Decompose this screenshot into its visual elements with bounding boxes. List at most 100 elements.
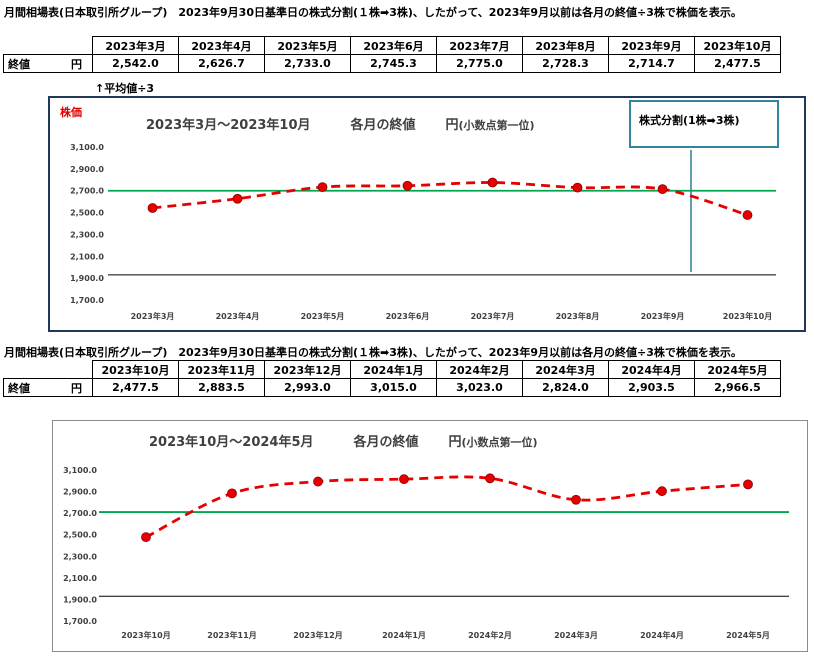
month-header-cell: 2023年7月 <box>436 36 523 55</box>
x-tick-label: 2023年8月 <box>556 311 600 321</box>
data-point <box>485 473 495 484</box>
x-tick-label: 2023年12月 <box>293 630 342 640</box>
table-header-row: 2023年10月 2023年11月 2023年12月 2024年1月 2024年2月 20… <box>4 360 781 379</box>
chart-2-svg: 2023年10月～2024年5月 各月の終値 円(小数点第一位) 3,100.0 2,9… <box>63 434 789 640</box>
y-tick-label: 2,700.0 <box>70 187 104 196</box>
y-tick-label: 2,900.0 <box>70 165 104 174</box>
close-value-cell: 2,966.5 <box>694 378 781 397</box>
x-tick-label: 2024年1月 <box>382 630 426 640</box>
data-point <box>742 210 753 220</box>
y-tick-label: 2,500.0 <box>70 209 104 218</box>
chart-title: 2023年10月～2024年5月 各月の終値 円(小数点第一位) <box>149 434 538 450</box>
close-value-cell: 2,714.7 <box>608 54 695 73</box>
month-header-cell: 2024年1月 <box>350 360 437 379</box>
data-point <box>147 203 158 213</box>
close-value-cell: 2,477.5 <box>694 54 781 73</box>
series-line <box>152 181 748 217</box>
close-value-cell: 2,542.0 <box>92 54 179 73</box>
month-header-cell: 2023年10月 <box>694 36 781 55</box>
stock-split-callout: 株式分割(1株➡3株) <box>629 100 779 148</box>
close-value-cell: 2,728.3 <box>522 54 609 73</box>
data-point <box>657 486 667 497</box>
row-label: 終値 <box>8 57 30 71</box>
close-value-cell: 2,745.3 <box>350 54 437 73</box>
close-value-cell: 3,015.0 <box>350 378 437 397</box>
close-value-cell: 2,824.0 <box>522 378 609 397</box>
data-point <box>743 479 753 490</box>
y-tick-label: 3,100.0 <box>70 143 104 152</box>
chart-2-area: 2023年10月～2024年5月 各月の終値 円(小数点第一位) 3,100.0 2,9… <box>52 420 808 652</box>
row-label-cell: 終値 円 <box>3 378 93 397</box>
row-label: 終値 <box>8 381 30 395</box>
x-tick-label: 2023年7月 <box>471 311 515 321</box>
x-tick-label: 2023年5月 <box>301 311 345 321</box>
y-tick-label: 1,900.0 <box>63 595 97 604</box>
month-header-cell: 2024年4月 <box>608 360 695 379</box>
data-point <box>657 184 668 195</box>
y-tick-label: 1,900.0 <box>70 274 104 283</box>
row-label-cell: 終値 円 <box>3 54 93 73</box>
month-header-cell: 2023年6月 <box>350 36 437 55</box>
y-tick-label: 2,100.0 <box>63 574 97 583</box>
y-tick-label: 2,300.0 <box>63 552 97 561</box>
x-tick-label: 2023年10月 <box>121 630 170 640</box>
y-tick-label: 1,700.0 <box>70 296 104 305</box>
data-point <box>487 177 498 188</box>
data-point <box>313 476 323 487</box>
chart-1-svg: 2023年3月～2023年10月 各月の終値 円(小数点第一位) 3,100.0 2,9… <box>70 117 776 321</box>
series-line <box>145 475 749 539</box>
data-point <box>572 182 583 193</box>
x-tick-label: 2024年2月 <box>468 630 512 640</box>
close-value-cell: 2,733.0 <box>264 54 351 73</box>
x-tick-label: 2023年4月 <box>216 311 260 321</box>
chart-title: 2023年3月～2023年10月 各月の終値 円(小数点第一位) <box>146 117 535 133</box>
table-row: 終値 円 2,542.0 2,626.7 2,733.0 2,745.3 2,775.0… <box>3 54 781 73</box>
y-tick-label: 2,300.0 <box>70 230 104 239</box>
close-value-cell: 2,903.5 <box>608 378 695 397</box>
y-tick-label: 2,100.0 <box>70 252 104 261</box>
data-point <box>141 532 151 543</box>
x-tick-label: 2024年5月 <box>726 630 770 640</box>
month-header-cell: 2023年11月 <box>178 360 265 379</box>
table-row: 終値 円 2,477.5 2,883.5 2,993.0 3,015.0 3,023.0… <box>3 378 781 397</box>
month-header-cell: 2023年5月 <box>264 36 351 55</box>
month-header-cell: 2024年3月 <box>522 360 609 379</box>
data-point <box>317 182 328 193</box>
x-tick-label: 2023年9月 <box>641 311 685 321</box>
y-tick-label: 2,900.0 <box>63 488 97 497</box>
data-point <box>232 193 243 204</box>
month-header-cell: 2023年9月 <box>608 36 695 55</box>
y-tick-label: 3,100.0 <box>63 466 97 475</box>
x-tick-label: 2024年3月 <box>554 630 598 640</box>
month-header-cell: 2024年2月 <box>436 360 523 379</box>
month-header-cell: 2023年8月 <box>522 36 609 55</box>
unit-label: 円 <box>71 58 82 71</box>
close-value-cell: 3,023.0 <box>436 378 523 397</box>
x-tick-label: 2023年11月 <box>207 630 256 640</box>
data-point <box>571 494 581 505</box>
table-corner <box>4 361 93 379</box>
close-value-cell: 2,883.5 <box>178 378 265 397</box>
x-tick-label: 2024年4月 <box>640 630 684 640</box>
month-header-cell: 2024年5月 <box>694 360 781 379</box>
x-tick-label: 2023年10月 <box>723 311 772 321</box>
x-tick-label: 2023年3月 <box>131 311 175 321</box>
y-tick-label: 1,700.0 <box>63 617 97 626</box>
data-point <box>399 474 409 485</box>
month-header-cell: 2023年12月 <box>264 360 351 379</box>
header-text-2: 月間相場表(日本取引所グループ) 2023年9月30日基準日の株式分割(１株➡3… <box>4 346 742 359</box>
close-value-cell: 2,626.7 <box>178 54 265 73</box>
data-point <box>227 488 237 499</box>
close-value-cell: 2,775.0 <box>436 54 523 73</box>
data-point <box>402 180 413 191</box>
close-value-cell: 2,993.0 <box>264 378 351 397</box>
month-header-cell: 2023年3月 <box>92 36 179 55</box>
chart-1-ylabel: 株価 <box>60 106 82 119</box>
header-text-1: 月間相場表(日本取引所グループ) 2023年9月30日基準日の株式分割(１株➡3… <box>4 6 742 19</box>
month-header-cell: 2023年4月 <box>178 36 265 55</box>
price-table-2: 2023年10月 2023年11月 2023年12月 2024年1月 2024年2月 20… <box>3 360 781 397</box>
average-note: ↑平均値÷3 <box>95 82 155 95</box>
table-corner <box>4 37 93 55</box>
close-value-cell: 2,477.5 <box>92 378 179 397</box>
x-tick-label: 2023年6月 <box>386 311 430 321</box>
